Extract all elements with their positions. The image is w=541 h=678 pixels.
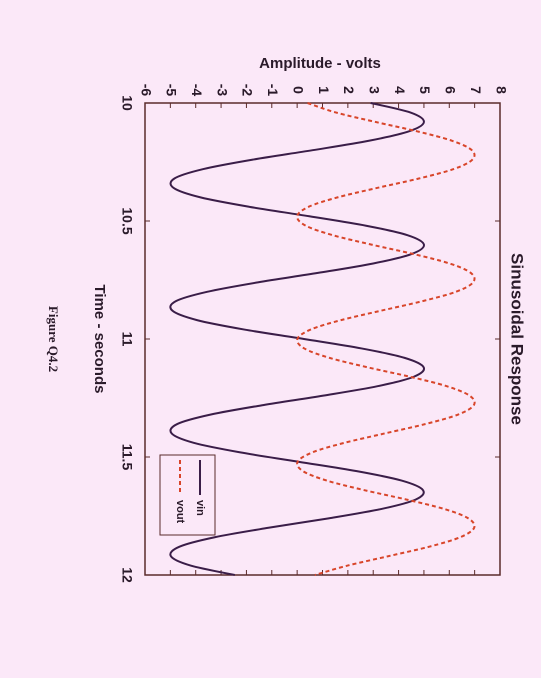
series-line [169, 102, 425, 576]
y-tick-label: 4 [392, 86, 408, 94]
y-tick-label: 6 [443, 86, 459, 94]
y-tick-label: 7 [468, 86, 484, 94]
legend-label: vin [194, 500, 206, 516]
x-tick-label: 12 [119, 567, 135, 583]
legend-box [159, 454, 216, 536]
y-tick-label: -3 [214, 84, 230, 97]
y-tick-label: 3 [367, 86, 383, 94]
y-tick-label: 5 [417, 86, 433, 94]
x-tick-label: 10 [119, 95, 135, 111]
y-tick-label: -1 [265, 84, 281, 97]
x-tick-label: 11 [119, 332, 135, 347]
y-tick-label: -2 [240, 84, 256, 97]
x-tick-label: 11.5 [119, 444, 135, 471]
figure-caption: Figure Q4.2 [46, 306, 61, 372]
y-tick-label: 8 [493, 86, 509, 94]
x-tick-label: 10.5 [119, 207, 135, 234]
y-tick-label: -4 [189, 84, 205, 97]
y-tick-label: 0 [290, 86, 306, 94]
series-line [296, 102, 476, 576]
y-tick-label: 2 [341, 86, 357, 94]
y-axis-label: Amplitude - volts [259, 55, 381, 72]
legend-label: vout [174, 500, 186, 524]
y-tick-label: -5 [164, 84, 180, 97]
y-tick-label: 1 [316, 86, 332, 94]
x-axis-label: Time - seconds [91, 285, 108, 394]
chart-title: Sinusoidal Response [508, 253, 527, 425]
y-tick-label: -6 [138, 84, 154, 97]
